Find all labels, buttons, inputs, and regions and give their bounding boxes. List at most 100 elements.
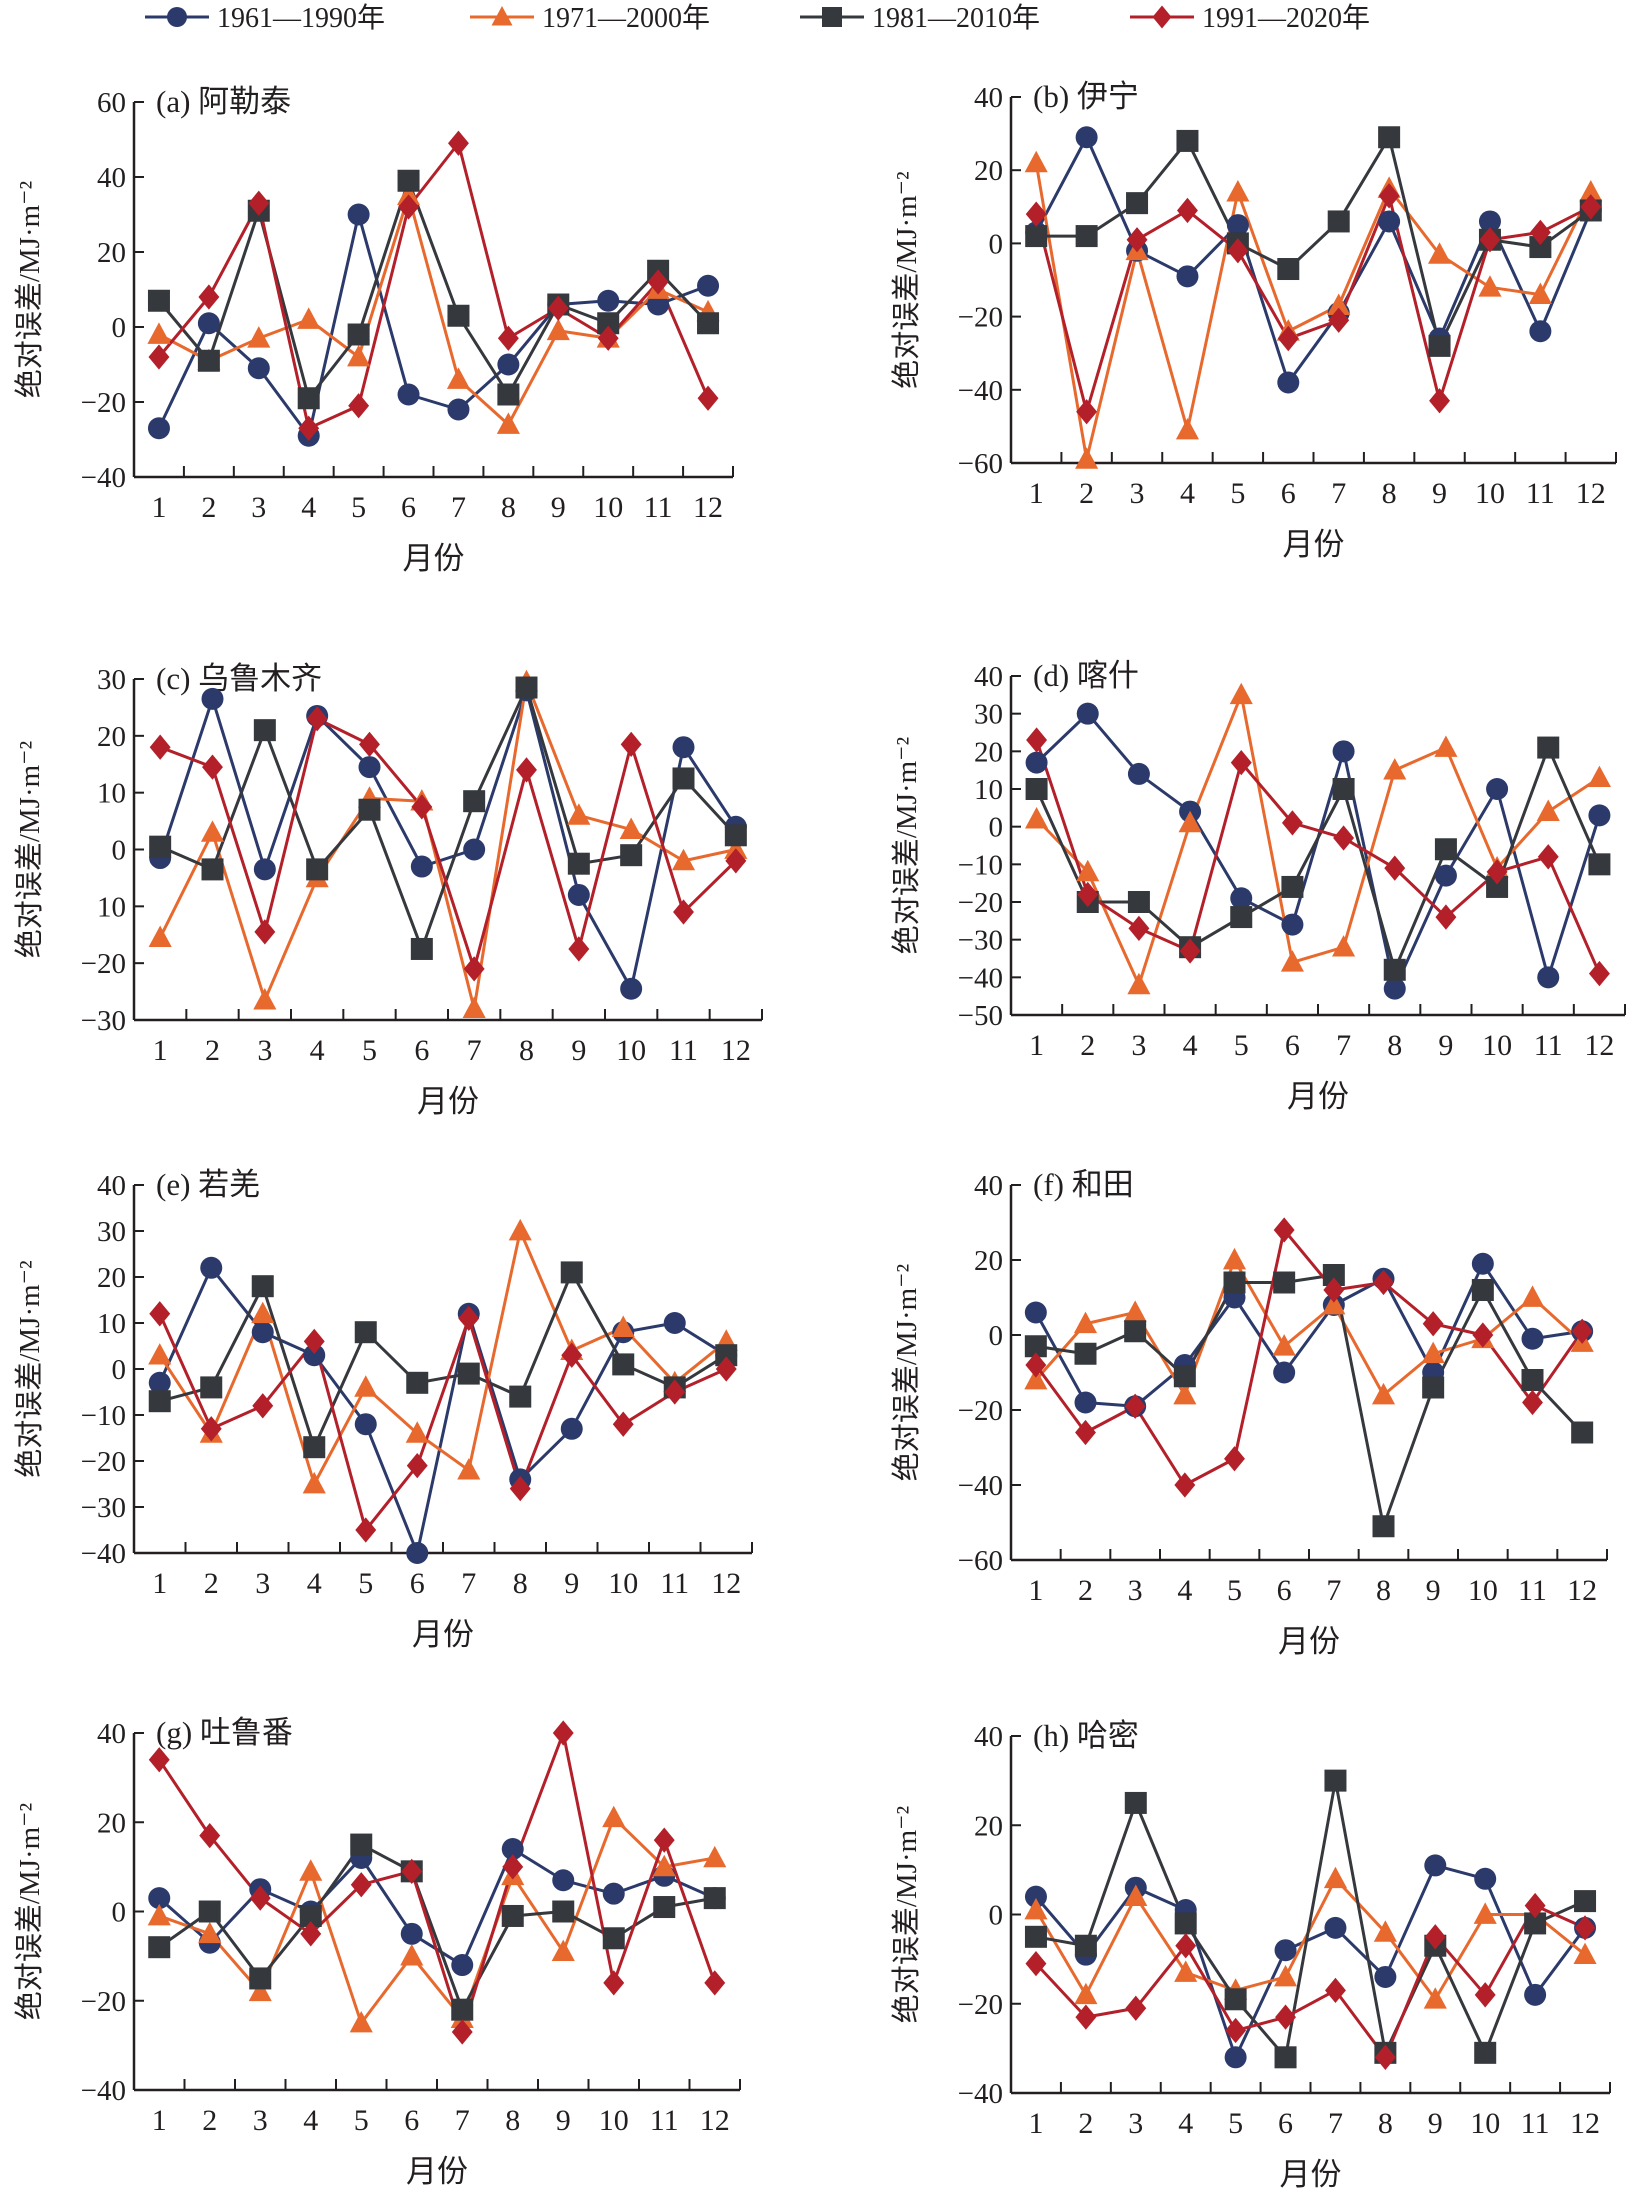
legend-label: 1971—2000年 — [542, 2, 710, 34]
panel-title: (b) 伊宁 — [1033, 79, 1139, 114]
series-line-circle — [158, 688, 738, 991]
data-point-circle — [1537, 966, 1560, 989]
data-point-square — [1074, 1342, 1097, 1365]
data-point-diamond — [1281, 810, 1303, 836]
data-point-triangle — [1332, 935, 1356, 957]
data-point-circle — [447, 398, 470, 421]
x-tick-label: 11 — [1526, 477, 1555, 510]
data-point-square — [1281, 875, 1304, 898]
x-tick-label: 9 — [556, 2104, 571, 2137]
x-tick-label: 7 — [451, 491, 466, 524]
data-point-diamond — [1179, 938, 1201, 964]
data-point-circle — [303, 1344, 326, 1367]
data-point-triangle — [1075, 447, 1099, 469]
data-point-diamond — [725, 848, 747, 874]
data-point-diamond — [1076, 399, 1098, 425]
data-point-circle — [1024, 1301, 1047, 1324]
y-tick-label: 20 — [97, 237, 126, 269]
x-tick-label: 1 — [151, 491, 166, 524]
x-tick-label: 8 — [1376, 1574, 1391, 1607]
data-point-diamond — [148, 344, 170, 370]
data-point-diamond — [1574, 1915, 1596, 1941]
x-tick-label: 3 — [1128, 2107, 1143, 2140]
data-point-diamond — [1175, 1933, 1197, 1959]
data-point-diamond — [612, 1411, 634, 1437]
data-point-circle — [1588, 804, 1611, 827]
x-tick-label: 3 — [1130, 477, 1145, 510]
data-point-diamond — [647, 269, 669, 295]
data-point-circle — [347, 203, 370, 226]
x-tick-label: 6 — [1277, 1574, 1292, 1607]
panel-title: (d) 喀什 — [1033, 658, 1139, 693]
data-point-diamond — [502, 1854, 524, 1880]
data-point-circle — [200, 1256, 223, 1279]
data-point-triangle — [1383, 758, 1407, 780]
data-point-circle — [354, 1413, 377, 1436]
data-point-diamond — [148, 1747, 170, 1773]
data-point-triangle — [1427, 242, 1452, 264]
x-tick-label: 4 — [1177, 1574, 1192, 1607]
y-tick-label: 0 — [989, 1320, 1004, 1352]
series-line-square — [158, 1843, 716, 2012]
series-line-diamond — [158, 1313, 727, 1532]
y-tick-label: −60 — [958, 1545, 1003, 1577]
data-point-square — [703, 1887, 726, 1910]
legend-item: 1991—2020年 — [1130, 2, 1370, 34]
data-point-diamond — [1529, 219, 1551, 246]
data-point-circle — [1383, 977, 1406, 1000]
data-point-triangle — [1280, 950, 1304, 972]
data-point-diamond — [1522, 1389, 1543, 1416]
data-point-triangle — [1175, 417, 1200, 440]
data-point-diamond — [1422, 1311, 1444, 1337]
data-point-circle — [410, 855, 433, 878]
y-tick-label: 0 — [112, 312, 127, 344]
data-point-diamond — [1227, 238, 1249, 264]
x-tick-label: 2 — [1079, 477, 1094, 510]
y-tick-label: 0 — [989, 228, 1004, 260]
data-point-diamond — [1333, 825, 1355, 851]
data-point-triangle — [1076, 859, 1100, 882]
x-tick-label: 7 — [1336, 1029, 1351, 1062]
data-point-triangle — [251, 1301, 275, 1324]
y-tick-label: −40 — [81, 1538, 126, 1570]
data-point-triangle — [1322, 1292, 1346, 1315]
x-tick-label: 11 — [1521, 2107, 1550, 2140]
x-tick-label: 4 — [1180, 477, 1195, 510]
y-tick-label: 40 — [97, 1170, 126, 1202]
chart-legend: 1961—1990年 1971—2000年 1981—2010年 1991—2020年 — [145, 2, 1370, 34]
data-point-circle — [1025, 751, 1048, 774]
data-point-square — [1378, 126, 1401, 149]
data-point-circle — [201, 687, 224, 710]
data-point-square — [1571, 1421, 1594, 1444]
legend-label: 1991—2020年 — [1202, 2, 1370, 34]
data-point-square — [1332, 778, 1355, 800]
data-point-circle — [1474, 1867, 1497, 1890]
y-tick-label: 30 — [97, 1216, 126, 1248]
x-tick-label: 4 — [1178, 2107, 1193, 2140]
y-tick-label: −40 — [81, 2075, 126, 2107]
data-point-square — [397, 169, 420, 192]
data-point-triangle — [611, 1315, 635, 1337]
data-point-square — [1024, 1925, 1047, 1948]
data-point-square — [451, 1998, 474, 2021]
series-line-diamond — [1034, 194, 1592, 414]
x-tick-label: 10 — [1468, 1574, 1498, 1607]
data-point-square — [447, 304, 470, 327]
data-point-square — [249, 1967, 272, 1990]
data-point-triangle — [1587, 765, 1611, 788]
data-point-triangle — [1423, 1987, 1447, 2009]
data-point-triangle — [703, 1845, 727, 1868]
y-tick-label: 20 — [974, 155, 1003, 187]
data-point-triangle — [446, 367, 471, 389]
data-point-circle — [147, 417, 170, 440]
x-tick-label: 11 — [1518, 1574, 1547, 1607]
x-tick-label: 3 — [1131, 1029, 1146, 1062]
x-tick-label: 5 — [1228, 2107, 1243, 2140]
legend-label: 1981—2010年 — [872, 2, 1040, 34]
data-point-triangle — [1178, 810, 1202, 833]
data-point-square — [1174, 1912, 1197, 1935]
x-tick-label: 8 — [1387, 1029, 1402, 1062]
